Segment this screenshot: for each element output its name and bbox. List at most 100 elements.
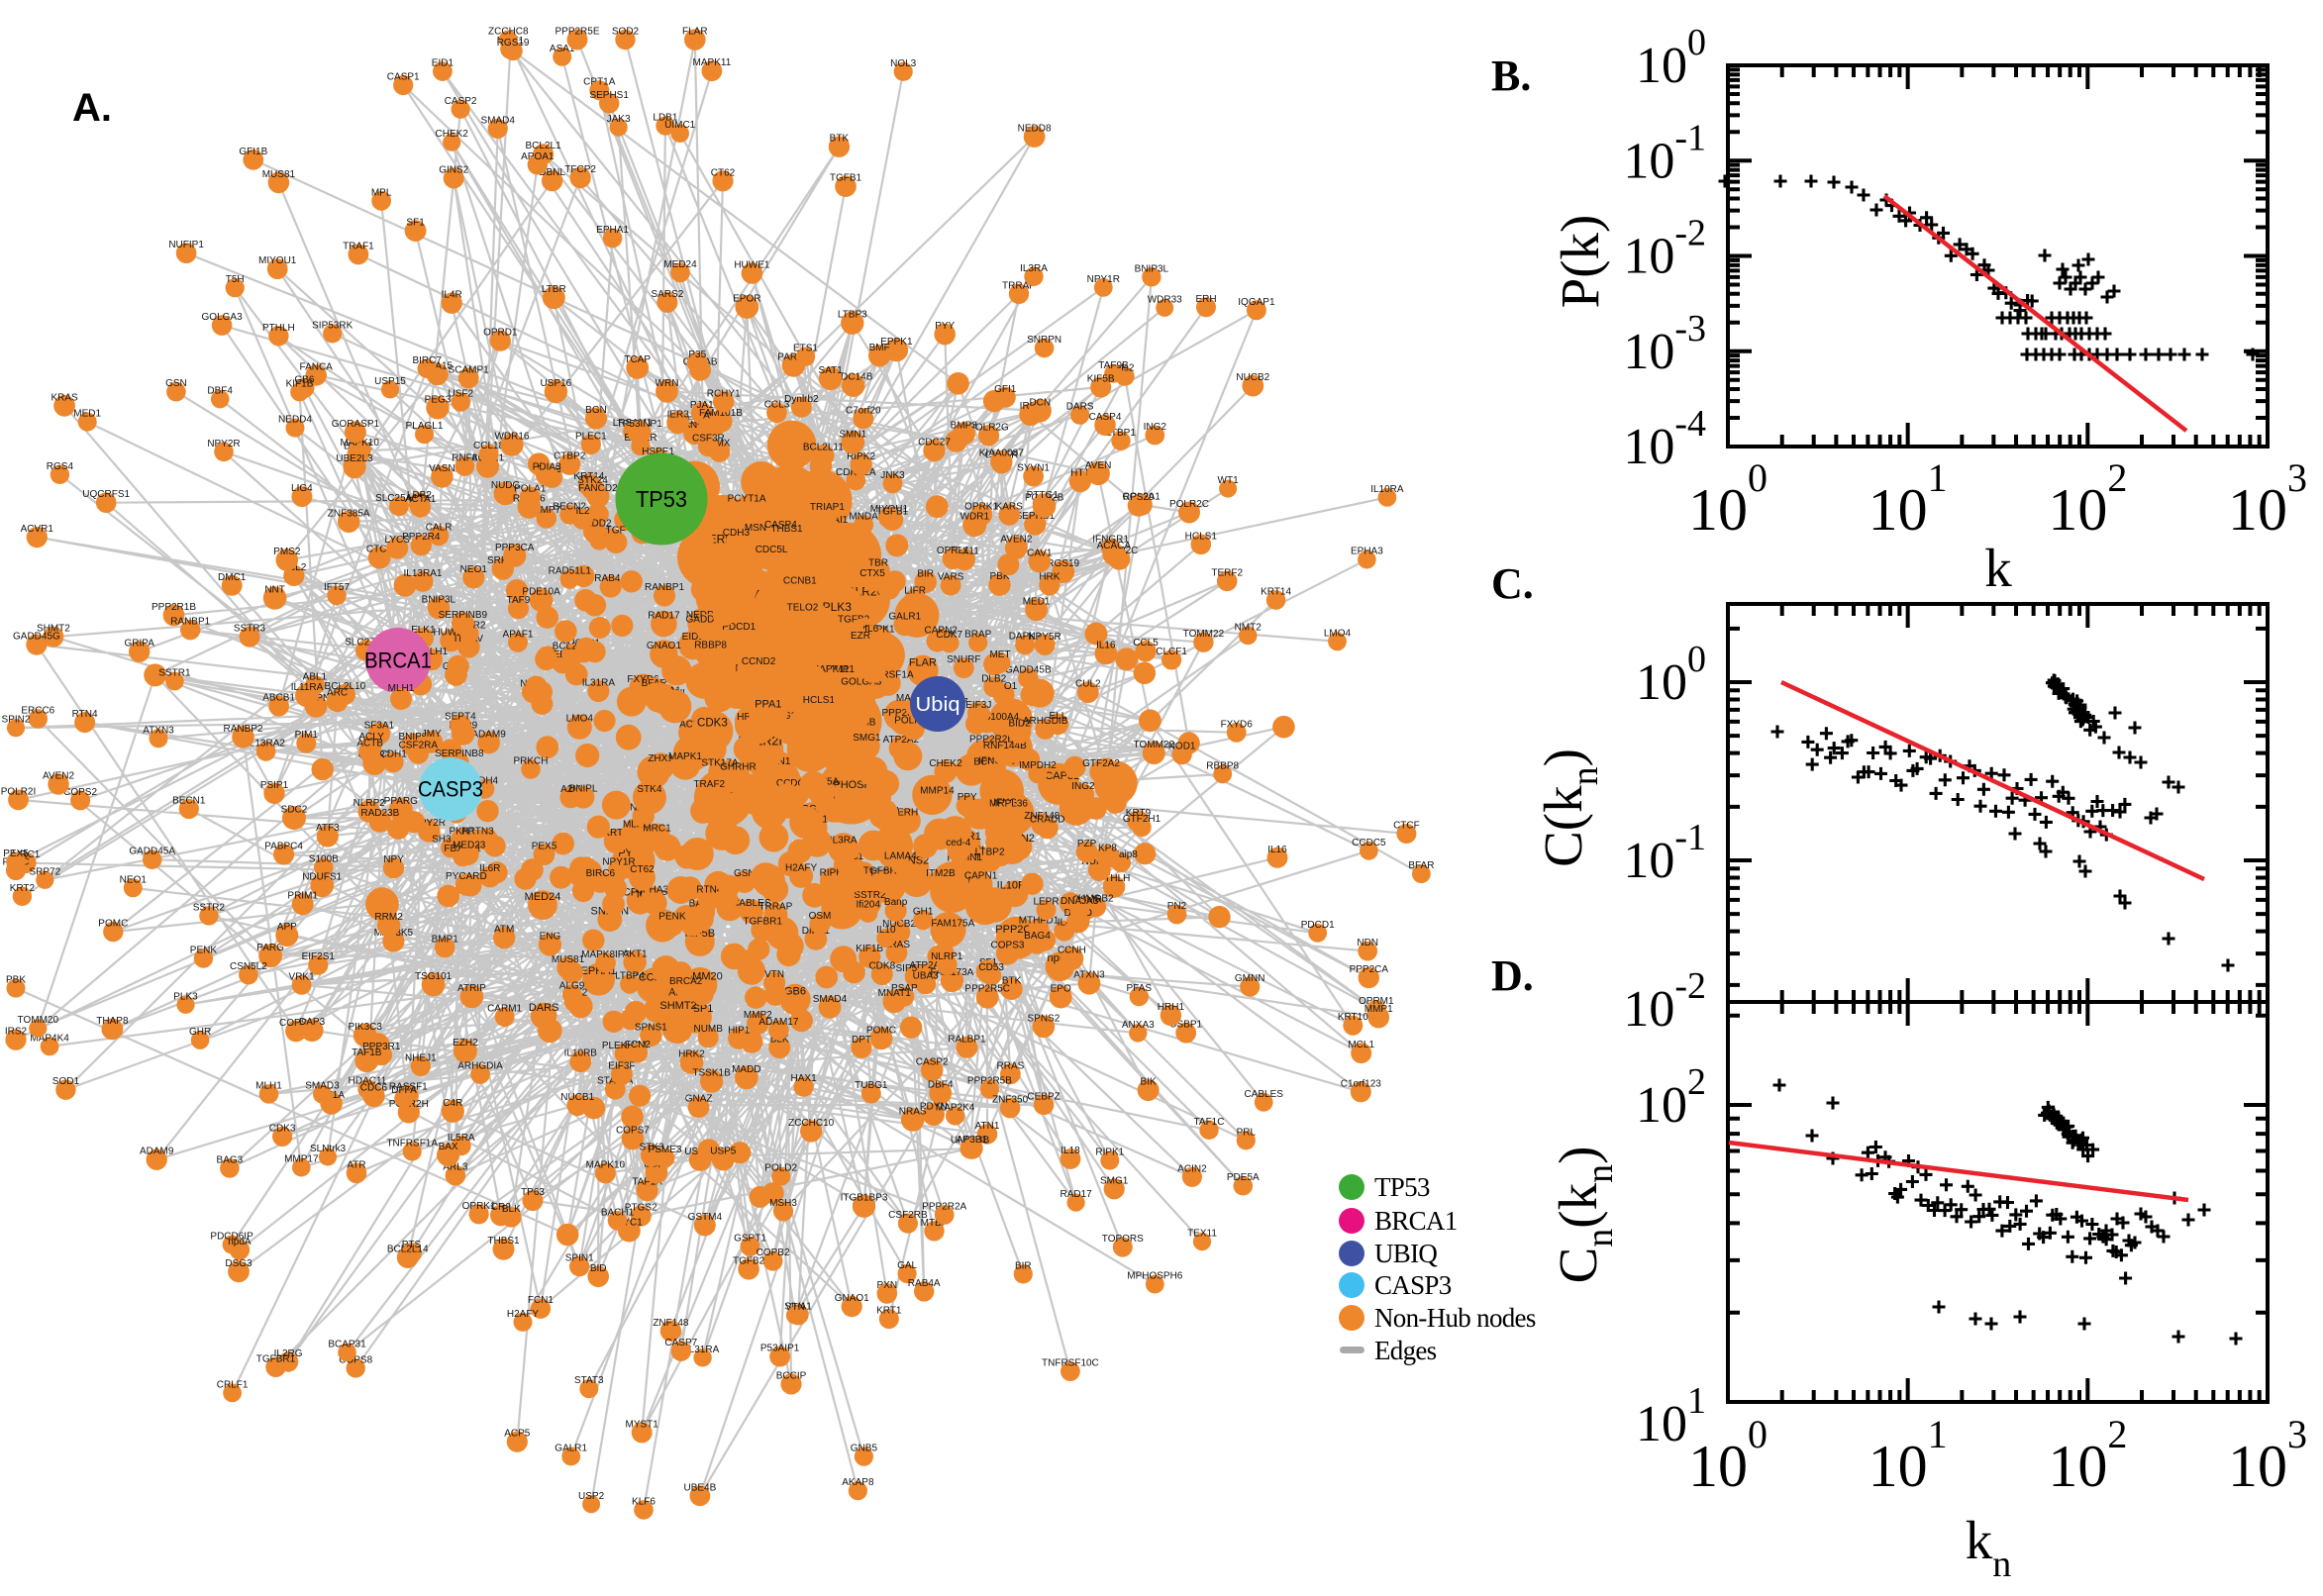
svg-text:BCL2L1: BCL2L1	[526, 141, 562, 151]
svg-text:DCN: DCN	[1029, 397, 1051, 408]
svg-text:RAD17: RAD17	[1060, 1189, 1092, 1200]
svg-text:PRL: PRL	[1237, 1127, 1257, 1138]
svg-text:PRKCH: PRKCH	[513, 755, 548, 766]
svg-text:C7orf20: C7orf20	[846, 405, 881, 416]
svg-text:PSME3: PSME3	[649, 1145, 682, 1155]
svg-text:HRK2: HRK2	[678, 1048, 705, 1059]
svg-text:RBBP8: RBBP8	[694, 640, 727, 650]
svg-text:TRRAP: TRRAP	[1002, 280, 1036, 291]
svg-text:RGS4: RGS4	[47, 461, 74, 472]
svg-text:MAPK10: MAPK10	[340, 438, 379, 449]
svg-text:PLEKHO1: PLEKHO1	[602, 1041, 649, 1051]
svg-text:PTHLH: PTHLH	[1098, 873, 1131, 884]
svg-text:ARC: ARC	[327, 688, 348, 699]
svg-text:EIF3F: EIF3F	[608, 1061, 635, 1072]
svg-text:IL4R: IL4R	[442, 290, 462, 301]
svg-text:CAPN2: CAPN2	[925, 626, 959, 637]
svg-text:FAM101B: FAM101B	[699, 408, 743, 419]
svg-text:SMG1: SMG1	[853, 733, 881, 744]
svg-text:KIF1B: KIF1B	[856, 944, 883, 954]
svg-text:IL31RA: IL31RA	[582, 678, 616, 689]
svg-text:H2AFY: H2AFY	[507, 1309, 540, 1320]
svg-text:TGFBR3: TGFBR3	[863, 866, 903, 877]
svg-text:NMT2: NMT2	[1235, 622, 1262, 633]
svg-text:TFCP2: TFCP2	[564, 164, 596, 175]
svg-text:OSMR: OSMR	[1072, 895, 1102, 906]
svg-text:SSTR2: SSTR2	[854, 890, 886, 901]
svg-text:VTN: VTN	[764, 969, 784, 980]
svg-text:ANXA3: ANXA3	[1122, 1020, 1155, 1031]
svg-text:PARG: PARG	[256, 943, 284, 953]
svg-text:IL5RA: IL5RA	[448, 1133, 475, 1144]
svg-text:LDB2: LDB2	[407, 490, 432, 501]
svg-text:NEO1: NEO1	[460, 564, 488, 575]
svg-text:103: 103	[2228, 455, 2307, 543]
svg-text:RNF144B: RNF144B	[983, 741, 1027, 751]
svg-text:EID1: EID1	[682, 632, 705, 643]
svg-text:DBF4: DBF4	[207, 386, 233, 397]
svg-text:ATP2A2: ATP2A2	[883, 735, 920, 746]
svg-text:OPRD1: OPRD1	[483, 328, 518, 339]
svg-text:RRM2: RRM2	[374, 912, 403, 923]
svg-text:RBBP8: RBBP8	[1206, 760, 1239, 771]
svg-text:BGN: BGN	[585, 405, 607, 416]
svg-text:SOD2: SOD2	[612, 27, 640, 38]
svg-text:CDK3: CDK3	[269, 1123, 296, 1134]
svg-text:GNAO1: GNAO1	[647, 641, 681, 651]
svg-text:GORASP1: GORASP1	[332, 419, 380, 430]
svg-text:KARS: KARS	[996, 501, 1024, 512]
svg-text:CARM1: CARM1	[487, 1004, 522, 1015]
svg-text:RAD51L1: RAD51L1	[549, 566, 592, 577]
svg-text:GNAZ: GNAZ	[685, 1094, 713, 1105]
svg-text:ELL: ELL	[1050, 711, 1067, 722]
svg-text:PRTN3: PRTN3	[461, 827, 494, 838]
svg-text:BCL2L11: BCL2L11	[803, 443, 844, 453]
svg-text:ARHGDIB: ARHGDIB	[1023, 716, 1068, 727]
svg-text:KP8: KP8	[1098, 844, 1117, 854]
svg-text:IL3RA: IL3RA	[830, 835, 858, 846]
svg-text:RANBP2: RANBP2	[223, 724, 262, 735]
svg-text:CASP3: CASP3	[418, 777, 483, 802]
svg-text:ACP5: ACP5	[504, 1429, 531, 1440]
svg-text:RALBP1: RALBP1	[948, 1034, 986, 1045]
svg-text:PPP2R5E: PPP2R5E	[555, 27, 599, 38]
svg-text:npdA: npdA	[228, 1237, 252, 1247]
svg-text:BMF: BMF	[869, 343, 890, 353]
svg-text:MRC1: MRC1	[12, 849, 41, 860]
svg-text:BCAP31: BCAP31	[328, 1340, 366, 1350]
svg-text:GB6: GB6	[294, 374, 314, 385]
svg-text:USF2: USF2	[449, 389, 474, 400]
svg-text:THBS1: THBS1	[487, 1236, 520, 1247]
svg-text:P53AIP1: P53AIP1	[760, 1344, 800, 1354]
svg-text:MAP2K4: MAP2K4	[936, 1103, 975, 1114]
svg-text:ERH: ERH	[897, 808, 918, 819]
svg-text:COPS6: COPS6	[279, 1018, 313, 1029]
svg-text:NUDC: NUDC	[491, 480, 520, 491]
svg-text:MAPK1: MAPK1	[668, 751, 702, 762]
svg-text:EPHA3: EPHA3	[1351, 547, 1383, 557]
svg-text:MLH1: MLH1	[623, 820, 650, 831]
svg-text:Cn(kn): Cn(kn)	[1548, 1147, 1621, 1284]
svg-text:PDE5A: PDE5A	[1227, 1172, 1260, 1183]
svg-text:SMN1: SMN1	[839, 429, 866, 440]
svg-text:CSN5L2: CSN5L2	[230, 961, 267, 972]
svg-text:SARS2: SARS2	[652, 289, 684, 300]
svg-text:MCL1: MCL1	[1348, 1040, 1374, 1050]
svg-text:DAP3: DAP3	[299, 1017, 326, 1028]
svg-text:TNFRSF1A: TNFRSF1A	[862, 670, 914, 681]
svg-text:DARS: DARS	[1066, 402, 1094, 413]
svg-text:ETS1: ETS1	[793, 344, 818, 354]
svg-text:MED1: MED1	[1023, 596, 1051, 607]
svg-text:EID1: EID1	[432, 58, 454, 69]
svg-text:FLAR: FLAR	[909, 656, 937, 668]
svg-text:BCCIP: BCCIP	[973, 757, 1004, 768]
svg-text:EPOR: EPOR	[733, 294, 760, 305]
svg-text:PLAGL1: PLAGL1	[406, 421, 444, 432]
svg-text:MSN: MSN	[745, 523, 766, 534]
svg-text:CSF2RB: CSF2RB	[888, 1210, 928, 1221]
svg-text:LIFR: LIFR	[904, 586, 926, 597]
svg-text:ACTA1: ACTA1	[405, 494, 437, 505]
svg-text:APAF1: APAF1	[503, 629, 534, 640]
svg-text:FLAR: FLAR	[682, 27, 708, 38]
svg-text:PMS2: PMS2	[273, 547, 301, 557]
